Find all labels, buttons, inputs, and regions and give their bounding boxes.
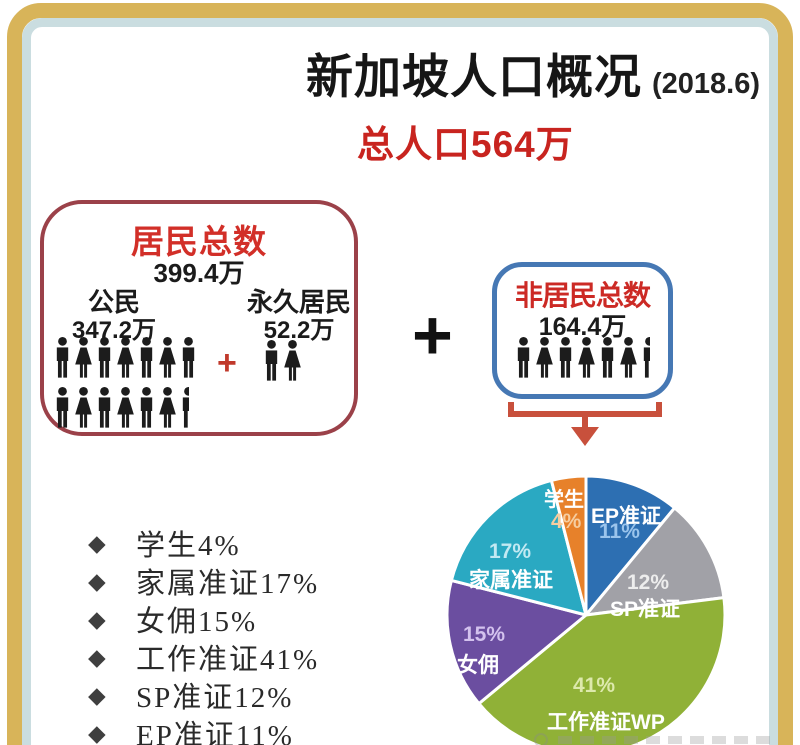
nonresidents-pictogram [513, 335, 650, 380]
outer-frame [7, 3, 793, 745]
diamond-bullet-icon: ◆ [88, 681, 106, 708]
watermark-logo-icon [534, 733, 548, 745]
person-female-icon [159, 386, 176, 428]
person-male-icon [643, 336, 650, 378]
legend-item: ◆ 学生4% [88, 524, 319, 563]
legend-label: SP准证12% [136, 682, 294, 714]
residents-box: 居民总数 399.4万 公民 347.2万 永久居民 52.2万 + [40, 200, 358, 436]
legend-item: ◆ EP准证11% [88, 714, 319, 745]
person-female-icon [284, 339, 301, 381]
pictogram-row [52, 335, 199, 380]
residents-total: 399.4万 [153, 258, 245, 288]
person-male-icon [601, 336, 614, 378]
pie-pct-work-permit: 41% [573, 674, 616, 697]
residents-title: 居民总数 [131, 223, 267, 260]
legend-item: ◆ 工作准证41% [88, 638, 320, 677]
person-male-icon [559, 336, 572, 378]
person-female-icon [75, 336, 92, 378]
page-title: 新加坡人口概况 [306, 50, 642, 103]
legend-label: EP准证11% [136, 720, 294, 745]
diamond-bullet-icon: ◆ [88, 719, 106, 745]
legend-item: ◆ 家属准证17% [88, 562, 320, 601]
person-male-icon [98, 336, 111, 378]
legend-item: ◆ SP准证12% [88, 676, 319, 715]
diamond-bullet-icon: ◆ [88, 643, 106, 670]
legend-label: 学生4% [136, 530, 241, 562]
legend-label: 女佣15% [136, 606, 258, 638]
pie-pct-dependant-pass: 17% [489, 540, 532, 563]
pr-column: 永久居民 52.2万 [234, 287, 364, 345]
watermark [534, 733, 773, 745]
pr-value: 52.2万 [263, 317, 335, 344]
person-male-icon [182, 386, 189, 428]
pictogram-row [52, 385, 199, 430]
pr-pictogram [261, 338, 303, 383]
residents-icons-area: + [52, 335, 303, 430]
person-female-icon [75, 386, 92, 428]
pie-pct-sp-pass: 12% [627, 571, 670, 594]
person-female-icon [117, 336, 134, 378]
pie-pct-ep-pass: 11% [599, 520, 640, 543]
person-male-icon [98, 386, 111, 428]
diamond-bullet-icon: ◆ [88, 529, 106, 556]
person-half-icon [178, 385, 189, 430]
nonresidents-total: 164.4万 [538, 313, 627, 341]
pie-pct-student: 4% [551, 510, 582, 533]
person-female-icon [159, 336, 176, 378]
watermark-text-smudge [558, 736, 773, 744]
person-male-icon [56, 336, 69, 378]
pictogram-row [513, 335, 650, 380]
nonresidents-title: 非居民总数 [514, 280, 651, 311]
down-arrow-icon [508, 402, 662, 446]
title-date: (2018.6) [652, 68, 761, 100]
pr-label: 永久居民 [246, 287, 351, 317]
person-male-icon [517, 336, 530, 378]
plus-sign-small: + [217, 344, 237, 382]
inner-frame-line [22, 18, 778, 745]
person-male-icon [140, 386, 153, 428]
person-male-icon [56, 386, 69, 428]
pie-label-work-permit: 工作准证WP [547, 711, 665, 734]
pictogram-row [261, 338, 303, 383]
person-female-icon [620, 336, 637, 378]
person-male-icon [265, 339, 278, 381]
person-half-icon [639, 335, 650, 380]
citizens-label: 公民 [87, 287, 140, 317]
legend-list: ◆ 学生4% ◆ 家属准证17% ◆ 女佣15% ◆ 工作准证41% ◆ SP准… [88, 524, 319, 745]
citizens-pictogram [52, 335, 199, 430]
plus-sign-large: + [412, 296, 453, 374]
total-population: 总人口564万 [357, 124, 574, 165]
person-male-icon [182, 336, 195, 378]
legend-label: 家属准证17% [136, 568, 320, 600]
person-female-icon [117, 386, 134, 428]
pie-label-ep-pass: EP准证 [591, 505, 662, 528]
legend-item: ◆ 女佣15% [88, 600, 319, 639]
pie-label-maid: 女佣 [457, 654, 499, 677]
diamond-bullet-icon: ◆ [88, 605, 106, 632]
legend-label: 工作准证41% [136, 644, 320, 676]
person-male-icon [140, 336, 153, 378]
pie-label-sp-pass: SP准证 [610, 598, 681, 621]
person-female-icon [536, 336, 553, 378]
diamond-bullet-icon: ◆ [88, 567, 106, 594]
pie-label-student: 学生 [544, 489, 584, 511]
person-female-icon [578, 336, 595, 378]
pie-label-dependant-pass: 家属准证 [469, 569, 553, 592]
nonresidents-box: 非居民总数 164.4万 [492, 262, 673, 399]
page-title-row: 新加坡人口概况 (2018.6) [306, 38, 760, 107]
pie-pct-maid: 15% [463, 623, 506, 646]
